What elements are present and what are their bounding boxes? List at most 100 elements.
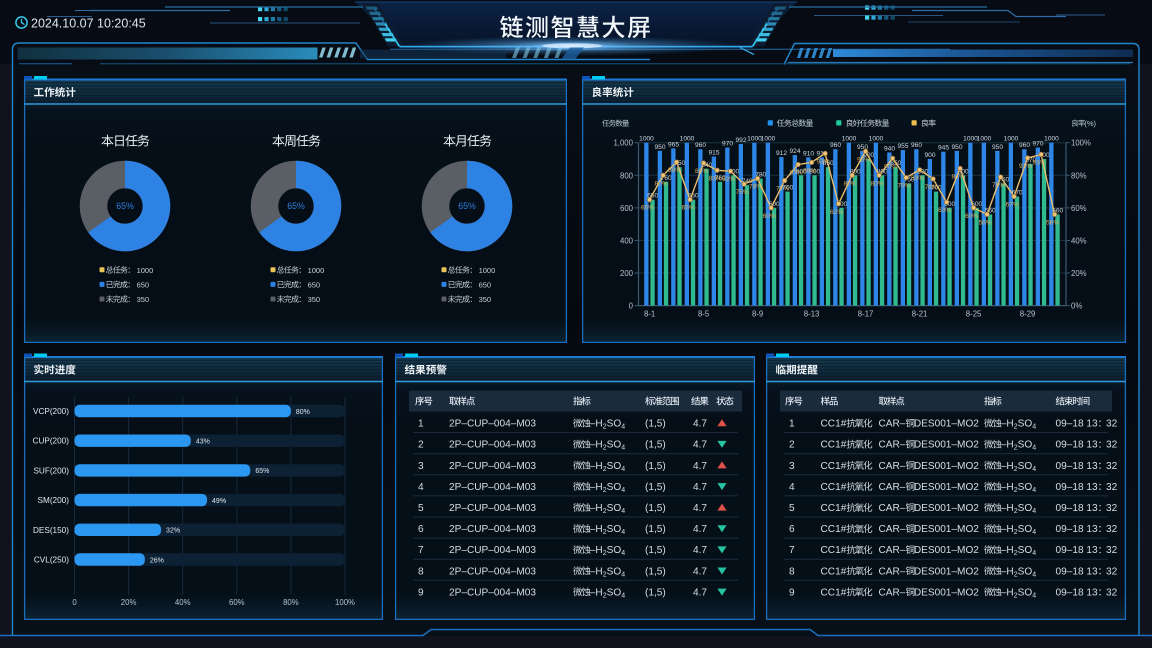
svg-text:600: 600 — [769, 201, 780, 208]
svg-text:1000: 1000 — [1004, 136, 1019, 143]
svg-text:2: 2 — [1014, 487, 1018, 494]
svg-text:–H: –H — [1001, 461, 1014, 472]
svg-text:–H: –H — [1001, 419, 1014, 430]
svg-text:950: 950 — [992, 144, 1003, 151]
svg-text:CC1#: CC1# — [821, 524, 847, 535]
svg-text:65%: 65% — [458, 201, 476, 211]
svg-text:SO: SO — [607, 440, 622, 451]
svg-text:2: 2 — [603, 571, 607, 578]
svg-text:SO: SO — [1018, 503, 1033, 514]
svg-text:09–18 13: 09–18 13 — [1056, 440, 1098, 451]
svg-text:–H: –H — [1001, 482, 1014, 493]
svg-text:924: 924 — [789, 148, 800, 155]
svg-text:2: 2 — [1014, 445, 1018, 452]
svg-text:2: 2 — [1014, 466, 1018, 473]
svg-text:20%: 20% — [121, 598, 137, 607]
svg-text:4.7: 4.7 — [693, 419, 707, 430]
svg-text:800: 800 — [809, 168, 820, 175]
svg-text:0%: 0% — [1071, 302, 1082, 311]
svg-text:(1,5): (1,5) — [645, 545, 666, 556]
svg-text:1,000: 1,000 — [613, 139, 633, 148]
svg-text:2P–CUP–004–M03: 2P–CUP–004–M03 — [449, 461, 536, 472]
svg-text:4: 4 — [1032, 508, 1036, 515]
svg-text:910: 910 — [803, 150, 814, 157]
svg-text:(1,5): (1,5) — [645, 566, 666, 577]
svg-text:84%: 84% — [951, 173, 964, 180]
svg-text:32: 32 — [1106, 461, 1118, 472]
svg-text:1000: 1000 — [842, 136, 857, 143]
svg-text:4: 4 — [1032, 487, 1036, 494]
svg-text:670: 670 — [1012, 189, 1023, 196]
svg-text:CC1#: CC1# — [821, 566, 847, 577]
svg-text:4: 4 — [621, 445, 625, 452]
svg-text:56%: 56% — [1046, 219, 1059, 226]
svg-text:955: 955 — [897, 143, 908, 150]
svg-text:–H: –H — [1001, 503, 1014, 514]
svg-text:2: 2 — [603, 487, 607, 494]
svg-text:4.7: 4.7 — [693, 461, 707, 472]
svg-text:2P–CUP–004–M03: 2P–CUP–004–M03 — [449, 419, 536, 430]
svg-text:760: 760 — [715, 175, 726, 182]
svg-text:CAR–: CAR– — [879, 440, 906, 451]
svg-text:65%: 65% — [681, 205, 694, 212]
svg-text:1000: 1000 — [680, 136, 695, 143]
svg-text:DES001–MO2: DES001–MO2 — [914, 440, 979, 451]
svg-text:2P–CUP–004–M03: 2P–CUP–004–M03 — [449, 566, 536, 577]
svg-text:4: 4 — [1032, 445, 1036, 452]
svg-text:SO: SO — [1018, 545, 1033, 556]
svg-text:20%: 20% — [1071, 269, 1087, 278]
svg-text:DES001–MO2: DES001–MO2 — [914, 524, 979, 535]
svg-text:–H: –H — [590, 440, 603, 451]
svg-text:(1,5): (1,5) — [645, 587, 666, 598]
svg-text:SO: SO — [607, 419, 622, 430]
svg-text:100%: 100% — [1071, 139, 1091, 148]
svg-text:CC1#: CC1# — [821, 587, 847, 598]
svg-text:350: 350 — [308, 295, 321, 304]
svg-text:1000: 1000 — [747, 136, 762, 143]
svg-text:60%: 60% — [1071, 204, 1087, 213]
svg-text:4: 4 — [621, 466, 625, 473]
svg-text:80%: 80% — [654, 180, 667, 187]
svg-text:1000: 1000 — [869, 136, 884, 143]
svg-text:750: 750 — [998, 176, 1009, 183]
svg-text:95%: 95% — [857, 156, 870, 163]
svg-text:960: 960 — [1019, 142, 1030, 149]
svg-text:8: 8 — [789, 566, 795, 577]
svg-text:87%: 87% — [789, 170, 802, 177]
svg-text:CAR–: CAR– — [879, 545, 906, 556]
svg-text:90%: 90% — [884, 163, 897, 170]
svg-text:1: 1 — [789, 419, 795, 430]
svg-text:2P–CUP–004–M03: 2P–CUP–004–M03 — [449, 587, 536, 598]
svg-text:CC1#: CC1# — [821, 503, 847, 514]
svg-text:32: 32 — [1106, 566, 1118, 577]
svg-text:79%: 79% — [897, 183, 910, 190]
svg-text:600: 600 — [620, 204, 634, 213]
svg-text:DES001–MO2: DES001–MO2 — [914, 587, 979, 598]
svg-text:CVL(250): CVL(250) — [34, 556, 69, 565]
svg-text:2024.10.07 10:20:45: 2024.10.07 10:20:45 — [31, 17, 146, 31]
svg-text:26%: 26% — [150, 557, 164, 564]
svg-text:DES001–MO2: DES001–MO2 — [914, 503, 979, 514]
svg-text:SO: SO — [1018, 461, 1033, 472]
svg-text:350: 350 — [137, 295, 150, 304]
svg-text:100%: 100% — [335, 598, 355, 607]
svg-text:5: 5 — [789, 503, 795, 514]
svg-text:–H: –H — [1001, 440, 1014, 451]
svg-text:SO: SO — [1018, 587, 1033, 598]
svg-text:83%: 83% — [911, 175, 924, 182]
svg-text:78%: 78% — [749, 184, 762, 191]
svg-text:75%: 75% — [735, 189, 748, 196]
svg-text:8-1: 8-1 — [644, 310, 655, 319]
svg-text:4: 4 — [621, 424, 625, 431]
svg-text:9: 9 — [789, 587, 795, 598]
svg-text:CAR–: CAR– — [879, 461, 906, 472]
svg-text:93%: 93% — [1033, 159, 1046, 166]
svg-text:600: 600 — [971, 201, 982, 208]
svg-text:60%: 60% — [762, 213, 775, 220]
svg-text:900: 900 — [863, 152, 874, 159]
svg-text:4: 4 — [621, 571, 625, 578]
svg-text:2P–CUP–004–M03: 2P–CUP–004–M03 — [449, 482, 536, 493]
svg-text:DES001–MO2: DES001–MO2 — [914, 419, 979, 430]
svg-text:09–18 13: 09–18 13 — [1056, 545, 1098, 556]
svg-text:870: 870 — [1025, 157, 1036, 164]
